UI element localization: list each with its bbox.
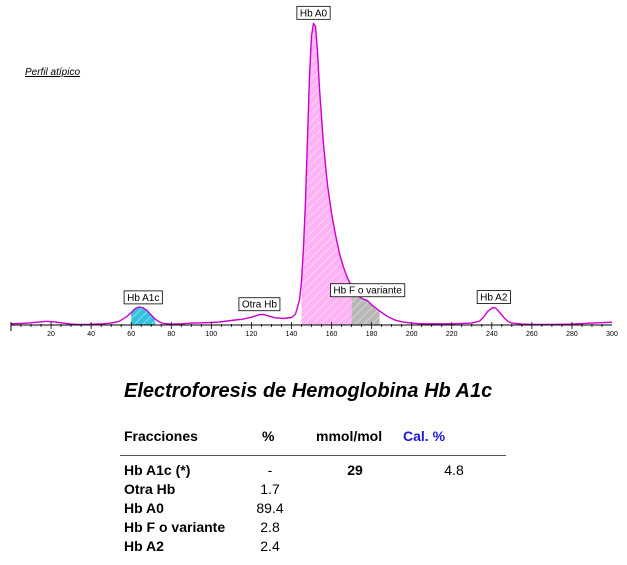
header-mmol: mmol/mol xyxy=(316,428,383,444)
peak-fills xyxy=(131,23,380,326)
header-percent: % xyxy=(262,428,275,444)
table-row: Hb A1c (*) - 29 4.8 xyxy=(0,462,627,481)
results-table: Hb A1c (*) - 29 4.8 Otra Hb 1.7 Hb A0 89… xyxy=(0,462,627,557)
x-tick-label: 20 xyxy=(47,331,55,338)
fraction-percent: 2.4 xyxy=(260,538,280,554)
x-tick-label: 220 xyxy=(446,331,458,338)
x-tick-label: 80 xyxy=(167,331,175,338)
peak-label-hb-a0: Hb A0 xyxy=(296,5,331,20)
peak-label-box xyxy=(476,290,511,304)
x-tick-label: 180 xyxy=(366,331,378,338)
profile-note: Perfil atípico xyxy=(25,67,81,78)
peak-label-text: Hb A1c xyxy=(127,293,159,304)
peak-label-box xyxy=(123,290,163,305)
table-row: Hb A2 2.4 xyxy=(0,538,627,557)
x-tick-label: 280 xyxy=(566,331,578,338)
electrophoresis-chart: 20 40 60 80 100 120 140 160 180 200 220 240 260 280 30… xyxy=(10,5,618,338)
table-row: Hb A0 89.4 xyxy=(0,500,627,519)
series-line xyxy=(10,22,613,326)
fraction-name: Hb A2 xyxy=(124,538,164,554)
header-fractions: Fracciones xyxy=(124,428,198,444)
peak-label-hb-f-o-variante: Hb F o variante xyxy=(330,283,406,298)
fraction-percent: 1.7 xyxy=(260,481,280,497)
x-tick-label: 140 xyxy=(286,331,298,338)
x-tick-label: 120 xyxy=(246,331,258,338)
fraction-percent: 89.4 xyxy=(256,500,284,516)
fraction-name: Otra Hb xyxy=(124,481,176,497)
peak-label-box xyxy=(330,283,406,298)
x-tick-label: 240 xyxy=(486,331,498,338)
x-tick-label: 260 xyxy=(526,331,538,338)
fraction-percent: 2.8 xyxy=(260,519,280,535)
peak-label-box xyxy=(296,5,331,20)
report-title: Electroforesis de Hemoglobina Hb A1c xyxy=(124,380,493,402)
x-axis: 20 40 60 80 100 120 140 160 180 200 220 240 260 280 30… xyxy=(10,322,618,338)
peak-label-otra-hb: Otra Hb xyxy=(238,297,281,312)
peak-label-box xyxy=(238,297,281,312)
curve-layer xyxy=(10,22,613,326)
fraction-percent: - xyxy=(267,462,273,478)
x-tick-label: 60 xyxy=(127,331,135,338)
x-tick-label: 160 xyxy=(326,331,338,338)
fraction-mmol: 29 xyxy=(347,462,363,478)
peak-label-text: Hb A0 xyxy=(300,8,328,19)
table-row: Otra Hb 1.7 xyxy=(0,481,627,500)
peak-label-hb-a1c: Hb A1c xyxy=(123,290,163,305)
peak-label-hb-a2: Hb A2 xyxy=(476,290,511,304)
region-hatch-hb-a1c xyxy=(131,307,156,325)
header-divider xyxy=(120,455,506,456)
peak-labels: Hb A1c Otra Hb Hb A0 Hb F o variante Hb A2 xyxy=(123,5,511,312)
x-tick-label: 100 xyxy=(205,331,217,338)
header-cal: Cal. % xyxy=(403,428,446,444)
table-row: Hb F o variante 2.8 xyxy=(0,519,627,538)
x-tick-label: 40 xyxy=(87,331,95,338)
region-hatch-hb-a0 xyxy=(301,23,352,326)
x-tick-label: 300 xyxy=(606,331,618,338)
peak-label-text: Otra Hb xyxy=(242,300,277,311)
fraction-name: Hb A0 xyxy=(124,500,164,516)
fraction-name: Hb F o variante xyxy=(124,519,226,535)
fraction-cal: 4.8 xyxy=(444,462,464,478)
peak-label-text: Hb F o variante xyxy=(333,286,402,297)
peak-label-text: Hb A2 xyxy=(480,293,508,304)
fraction-name: Hb A1c (*) xyxy=(124,462,191,478)
x-tick-label: 200 xyxy=(406,331,418,338)
